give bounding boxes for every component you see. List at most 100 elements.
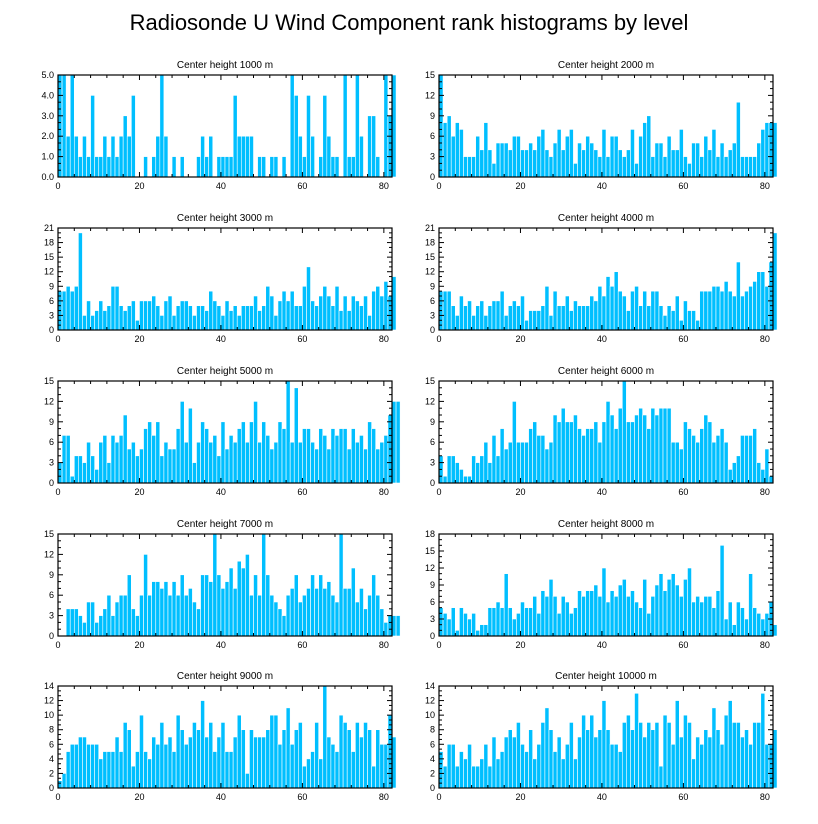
x-tick-label: 60	[678, 181, 688, 191]
histogram-bar	[454, 765, 460, 789]
histogram-bar	[605, 601, 611, 637]
histogram-bar	[679, 448, 684, 484]
histogram-bar	[638, 722, 643, 789]
histogram-bar	[122, 115, 128, 178]
histogram-bar	[666, 305, 672, 331]
histogram-bar	[544, 285, 550, 331]
histogram-bar	[298, 722, 303, 789]
histogram-bar	[760, 271, 766, 331]
x-tick-label: 80	[379, 334, 389, 344]
x-tick-label: 80	[379, 487, 389, 497]
histogram-panel: Center height 6000 m 0 20 40 60 80 0 3 6 9 12 15	[425, 366, 774, 497]
histogram-bar	[699, 156, 705, 178]
histogram-bar	[391, 401, 397, 484]
x-tick-label: 60	[678, 792, 688, 802]
histogram-bar	[232, 736, 238, 789]
histogram-bar	[621, 156, 627, 178]
histogram-bar	[589, 714, 595, 789]
histogram-bar	[699, 601, 705, 637]
histogram-bar	[314, 305, 319, 331]
histogram-bar	[634, 285, 639, 331]
histogram-bar	[310, 574, 315, 637]
histogram-bar	[581, 435, 586, 484]
histogram-bar	[69, 290, 75, 331]
histogram-bar	[167, 448, 173, 484]
x-tick-label: 20	[134, 792, 144, 802]
y-tick-label: 1.0	[41, 152, 54, 162]
histogram-bar	[479, 149, 485, 178]
histogram-bar	[662, 590, 668, 637]
histogram-bar	[200, 574, 205, 637]
histogram-bar	[289, 441, 295, 484]
histogram-bar	[273, 441, 279, 484]
x-tick-label: 20	[515, 181, 525, 191]
histogram-bar	[163, 581, 169, 637]
y-tick-label: 15	[425, 546, 435, 556]
x-tick-label: 60	[297, 334, 307, 344]
histogram-bar	[711, 707, 717, 789]
histogram-bar	[471, 765, 476, 789]
histogram-bar	[597, 285, 603, 331]
histogram-bar	[516, 135, 521, 178]
histogram-bar	[281, 615, 287, 637]
histogram-bar	[459, 751, 464, 789]
histogram-bar	[355, 441, 360, 484]
x-tick-label: 60	[678, 640, 688, 650]
histogram-bar	[122, 414, 128, 484]
y-tick-label: 9	[430, 580, 435, 590]
histogram-bar	[139, 448, 144, 484]
histogram-bar	[143, 300, 148, 331]
histogram-bar	[326, 295, 332, 331]
histogram-bar	[143, 428, 148, 484]
histogram-bar	[520, 441, 525, 484]
histogram-bar	[65, 435, 71, 484]
histogram-bar	[367, 421, 372, 484]
histogram-bar	[212, 751, 218, 789]
histogram-bar	[528, 729, 533, 789]
histogram-bar	[371, 115, 377, 178]
y-tick-label: 15	[44, 529, 54, 539]
histogram-bar	[605, 276, 611, 331]
histogram-bar	[69, 743, 75, 789]
histogram-bar	[450, 743, 456, 789]
histogram-bar	[467, 300, 472, 331]
histogram-bar	[495, 455, 501, 484]
histogram-bar	[670, 743, 676, 789]
histogram-bar	[646, 305, 652, 331]
histogram-bar	[593, 149, 599, 178]
x-tick-label: 60	[297, 640, 307, 650]
histogram-bar	[573, 163, 578, 178]
histogram-bar	[772, 122, 778, 178]
histogram-bar	[82, 135, 87, 178]
histogram-bar	[98, 156, 104, 178]
histogram-bar	[90, 95, 95, 178]
x-tick-label: 60	[678, 334, 688, 344]
histogram-bar	[236, 135, 242, 178]
histogram-bar	[200, 700, 205, 789]
histogram-bar	[69, 475, 75, 484]
histogram-bar	[94, 622, 100, 637]
histogram-bar	[318, 156, 324, 178]
histogram-bar	[179, 156, 185, 178]
histogram-bar	[674, 441, 680, 484]
plot-frame	[438, 380, 774, 484]
histogram-bar	[707, 290, 713, 331]
histogram-bar	[626, 310, 631, 331]
histogram-bar	[601, 700, 607, 789]
panel-title: Center height 5000 m	[177, 366, 273, 377]
histogram-bar	[179, 401, 185, 484]
histogram-bar	[736, 261, 741, 331]
histogram-bar	[188, 305, 193, 331]
histogram-bar	[764, 122, 770, 178]
histogram-bar	[756, 722, 762, 789]
histogram-bar	[621, 295, 627, 331]
histogram-bar	[391, 74, 397, 178]
histogram-bar	[532, 758, 538, 789]
histogram-bar	[98, 615, 104, 637]
histogram-bar	[114, 736, 120, 789]
histogram-bar	[695, 736, 700, 789]
panel-title: Center height 7000 m	[177, 519, 273, 530]
y-tick-label: 2	[430, 768, 435, 778]
x-tick-label: 0	[436, 181, 441, 191]
histogram-bar	[609, 590, 615, 637]
